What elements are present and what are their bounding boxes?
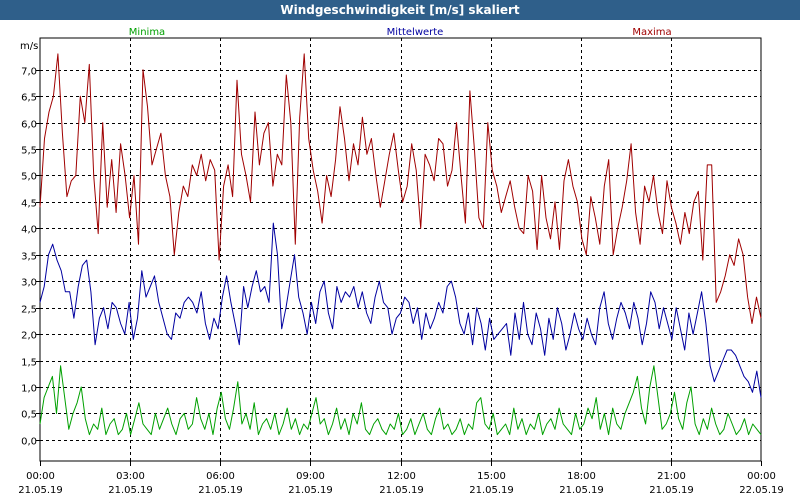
x-tick-time: 09:00 xyxy=(296,471,325,482)
y-tick-label: 7,0 xyxy=(21,67,37,78)
x-tick-date: 21.05.19 xyxy=(108,485,153,496)
x-tick-date: 21.05.19 xyxy=(559,485,604,496)
x-tick-date: 21.05.19 xyxy=(649,485,694,496)
x-tick-time: 18:00 xyxy=(567,471,596,482)
y-tick-label: 0,0 xyxy=(21,437,37,448)
plot-frame xyxy=(40,38,761,461)
x-tick-date: 21.05.19 xyxy=(469,485,514,496)
y-tick-label: 5,0 xyxy=(21,172,37,183)
chart-area: 0,0 0,5 1,0 1,5 2,0 2,5 3,0 3,5 4,0 4,5 5,0 5,5 6,0 6… xyxy=(0,20,800,500)
x-tick-time: 21:00 xyxy=(657,471,686,482)
legend-entry-maxima: Maxima xyxy=(632,27,671,38)
y-tick-label: 1,0 xyxy=(21,384,37,395)
x-tick-time: 03:00 xyxy=(116,471,145,482)
chart-title: Windgeschwindigkeit [m/s] skaliert xyxy=(0,0,800,20)
x-tick-time: 15:00 xyxy=(477,471,506,482)
x-tick-date: 21.05.19 xyxy=(379,485,424,496)
y-tick-label: 4,5 xyxy=(21,199,37,210)
x-tick-time: 00:00 xyxy=(26,471,55,482)
y-axis-label: m/s xyxy=(20,41,38,52)
y-tick-label: 2,5 xyxy=(21,305,37,316)
y-tick-label: 2,0 xyxy=(21,331,37,342)
legend-entry-mittelwerte: Mittelwerte xyxy=(387,27,444,38)
y-tick-label: 6,0 xyxy=(21,120,37,131)
x-tick-date: 21.05.19 xyxy=(288,485,333,496)
x-tick-date: 21.05.19 xyxy=(198,485,243,496)
y-tick-label: 5,5 xyxy=(21,146,37,157)
x-tick-time: 12:00 xyxy=(387,471,416,482)
y-tick-label: 0,5 xyxy=(21,410,37,421)
y-tick-label: 1,5 xyxy=(21,358,37,369)
y-tick-label: 6,5 xyxy=(21,93,37,104)
y-tick-label: 3,0 xyxy=(21,278,37,289)
y-tick-label: 4,0 xyxy=(21,225,37,236)
x-tick-date: 22.05.19 xyxy=(739,485,784,496)
x-tick-time: 06:00 xyxy=(206,471,235,482)
y-tick-label: 3,5 xyxy=(21,252,37,263)
x-tick-date: 21.05.19 xyxy=(18,485,63,496)
x-tick-time: 00:00 xyxy=(747,471,776,482)
legend-entry-minima: Minima xyxy=(129,27,165,38)
